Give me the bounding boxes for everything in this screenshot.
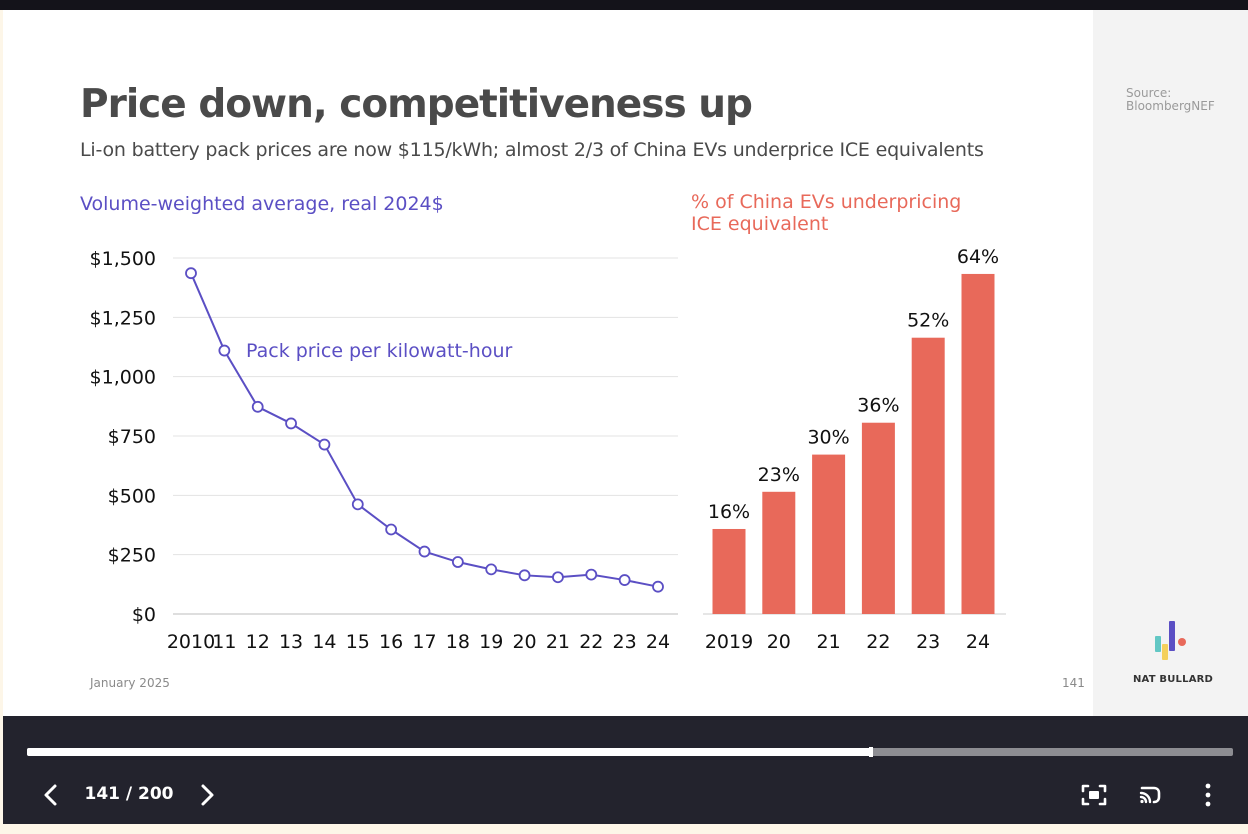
bar-value-label: 30% (807, 427, 849, 449)
bar-x-tick-label: 24 (966, 631, 990, 653)
bar-chart-title-line-2: ICE equivalent (691, 213, 828, 235)
bar (812, 454, 846, 614)
brand-logo (1155, 621, 1186, 660)
bar-x-tick-label: 23 (916, 631, 940, 653)
bar-chart: 16% 2019 23% 20 30% 21 36% 22 52% 23 64% 24 (703, 246, 1006, 653)
line-x-tick-label: 12 (246, 631, 270, 653)
line-y-tick-label: $1,500 (90, 248, 156, 270)
line-y-tick-label: $750 (108, 426, 156, 448)
line-x-tick-label: 20 (512, 631, 536, 653)
bar-chart-title-line-1: % of China EVs underpricing (691, 191, 961, 213)
line-point (418, 545, 431, 558)
bar-value-label: 64% (957, 246, 999, 268)
bar (762, 491, 796, 614)
bar-value-label: 36% (857, 395, 899, 417)
line-x-tick-label: 11 (212, 631, 236, 653)
line-x-tick-label: 18 (446, 631, 470, 653)
slide-side-panel (1093, 10, 1248, 716)
line-series-price (190, 272, 659, 588)
line-x-tick-label: 21 (546, 631, 570, 653)
source-value: BloombergNEF (1126, 99, 1215, 113)
progress-bar[interactable] (27, 747, 1233, 757)
bar (961, 273, 995, 614)
line-x-tick-label: 24 (646, 631, 670, 653)
bar-value-label: 23% (758, 464, 800, 486)
line-chart-title: Volume-weighted average, real 2024$ (80, 193, 444, 215)
line-y-tick-label: $500 (108, 485, 156, 507)
line-point (552, 571, 564, 584)
line-point (485, 563, 498, 576)
line-point (518, 569, 531, 582)
line-point (318, 438, 331, 451)
brand-name: NAT BULLARD (1132, 674, 1214, 685)
bar-value-label: 16% (708, 501, 750, 523)
line-point (251, 400, 264, 413)
line-x-tick-label: 14 (312, 631, 336, 653)
line-x-tick-label: 17 (412, 631, 436, 653)
line-y-tick-label: $250 (108, 545, 156, 567)
bottom-strip (0, 824, 1248, 834)
line-y-tick-label: $0 (132, 604, 156, 626)
bar (911, 337, 945, 614)
line-annotation: Pack price per kilowatt-hour (246, 340, 512, 362)
line-y-tick-label: $1,000 (90, 367, 156, 389)
fullscreen-icon (1081, 784, 1107, 806)
line-point (451, 556, 464, 568)
line-x-tick-label: 2010 (167, 631, 215, 653)
line-x-tick-label: 13 (279, 631, 303, 653)
bar (861, 422, 895, 614)
chevron-left-icon (44, 784, 57, 806)
top-bar (0, 0, 1248, 10)
prev-button[interactable] (33, 778, 69, 812)
line-point (285, 417, 297, 430)
more-vertical-icon (1205, 783, 1211, 807)
progress-fill (27, 748, 872, 756)
line-x-tick-label: 19 (479, 631, 503, 653)
line-y-tick-label: $1,250 (90, 307, 156, 329)
player-controls: 141 / 200 (3, 716, 1248, 824)
line-point (618, 574, 631, 586)
line-point (218, 344, 231, 357)
progress-handle[interactable] (869, 747, 874, 757)
charts-canvas: Volume-weighted average, real 2024$ Pack… (80, 191, 1006, 653)
cast-button[interactable] (1132, 778, 1168, 812)
bar-x-tick-label: 20 (767, 631, 791, 653)
footer-date: January 2025 (90, 676, 170, 690)
chevron-right-icon (201, 784, 214, 806)
bar-value-label: 52% (907, 310, 949, 332)
line-point (385, 523, 398, 536)
line-point (185, 267, 197, 280)
bar (712, 528, 746, 614)
footer-page-number: 141 (1062, 676, 1085, 690)
line-point (652, 580, 664, 593)
line-x-tick-label: 15 (346, 631, 370, 653)
next-button[interactable] (189, 778, 225, 812)
line-x-tick-label: 23 (613, 631, 637, 653)
cast-icon (1139, 786, 1161, 804)
line-x-tick-label: 22 (579, 631, 603, 653)
bar-x-tick-label: 21 (817, 631, 841, 653)
source-label: Source: (1126, 86, 1172, 100)
slide-subtitle: Li-on battery pack prices are now $115/k… (80, 139, 984, 161)
bar-x-tick-label: 2019 (705, 631, 753, 653)
slide: Price down, competitiveness up Li-on bat… (3, 10, 1248, 716)
slide-title: Price down, competitiveness up (80, 82, 753, 127)
bar-x-tick-label: 22 (866, 631, 890, 653)
line-x-tick-label: 16 (379, 631, 403, 653)
line-point (585, 568, 598, 581)
fullscreen-button[interactable] (1076, 778, 1112, 812)
more-button[interactable] (1190, 778, 1226, 812)
page-indicator: 141 / 200 (84, 784, 174, 804)
line-point (351, 498, 364, 511)
